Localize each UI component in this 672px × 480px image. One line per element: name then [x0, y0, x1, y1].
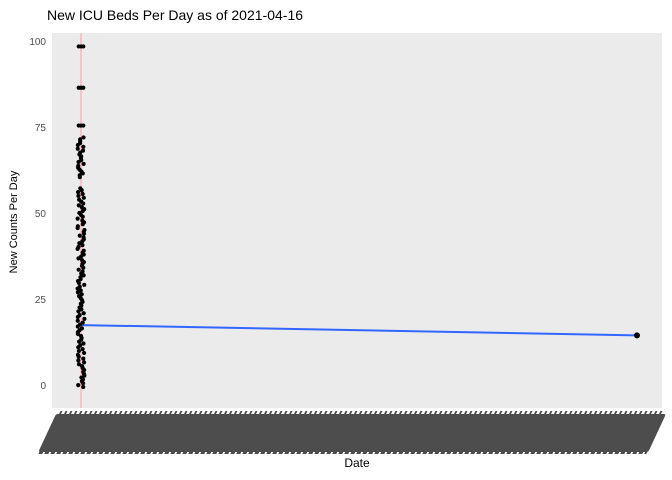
- plot-canvas: [75, 33, 640, 408]
- y-tick-label: 50: [34, 209, 46, 220]
- x-axis-label: Date: [344, 456, 370, 470]
- y-tick-label: 0: [40, 381, 46, 392]
- jitter-strip: [75, 44, 87, 390]
- y-tick-label: 75: [34, 123, 46, 134]
- y-tick-label: 25: [34, 295, 46, 306]
- plot-area: [52, 33, 662, 408]
- trend-line: [80, 324, 638, 337]
- last-point: [634, 332, 640, 339]
- y-axis-tick-labels: 0 25 50 75 100: [0, 0, 46, 480]
- x-tick-labels-band: [38, 414, 666, 452]
- y-tick-label: 100: [29, 37, 46, 48]
- chart-title: New ICU Beds Per Day as of 2021-04-16: [47, 7, 304, 23]
